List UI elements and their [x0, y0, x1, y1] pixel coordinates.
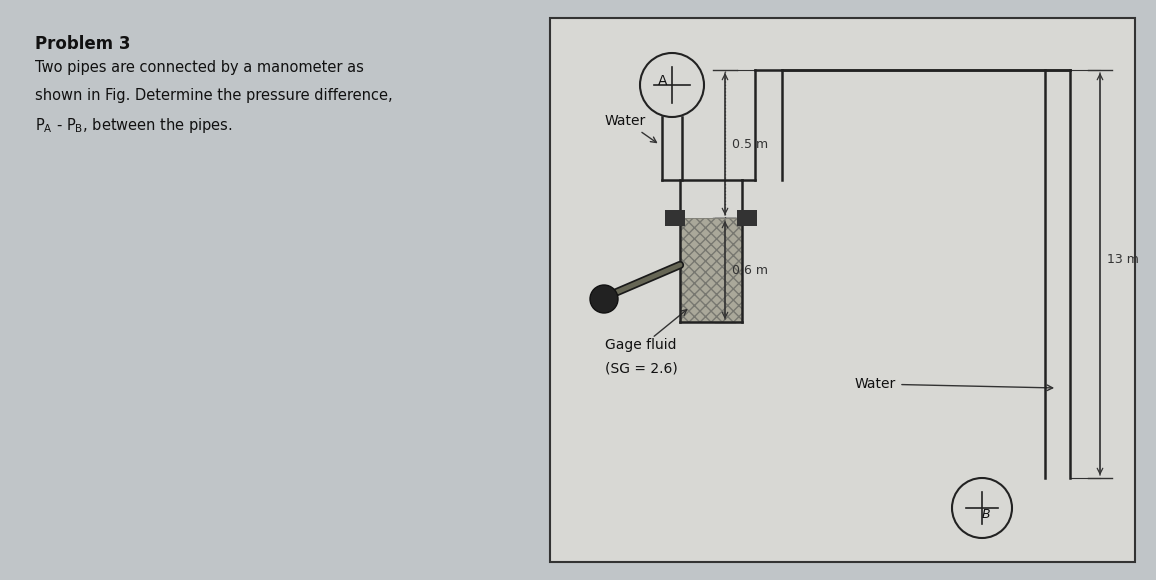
Text: A: A: [658, 74, 668, 88]
Text: Problem 3: Problem 3: [35, 35, 131, 53]
Bar: [550, 18, 1135, 562]
Circle shape: [590, 285, 618, 313]
Text: P$_\mathrm{A}$ - P$_\mathrm{B}$, between the pipes.: P$_\mathrm{A}$ - P$_\mathrm{B}$, between…: [35, 116, 232, 135]
Text: shown in Fig. Determine the pressure difference,: shown in Fig. Determine the pressure dif…: [35, 88, 393, 103]
Circle shape: [640, 53, 704, 117]
Bar: [738, 210, 757, 226]
Circle shape: [953, 478, 1012, 538]
Text: B: B: [981, 508, 991, 520]
Text: Gage fluid: Gage fluid: [605, 338, 676, 352]
Text: (SG = 2.6): (SG = 2.6): [605, 362, 677, 376]
Text: 0.6 m: 0.6 m: [732, 263, 768, 277]
Text: Water: Water: [855, 377, 1053, 391]
Text: 0.5 m: 0.5 m: [732, 137, 768, 150]
Bar: [680, 218, 742, 322]
Text: Water: Water: [605, 114, 657, 143]
Text: Two pipes are connected by a manometer as: Two pipes are connected by a manometer a…: [35, 60, 364, 75]
Bar: [680, 218, 742, 322]
Bar: [665, 210, 686, 226]
Text: 13 m: 13 m: [1107, 252, 1139, 266]
